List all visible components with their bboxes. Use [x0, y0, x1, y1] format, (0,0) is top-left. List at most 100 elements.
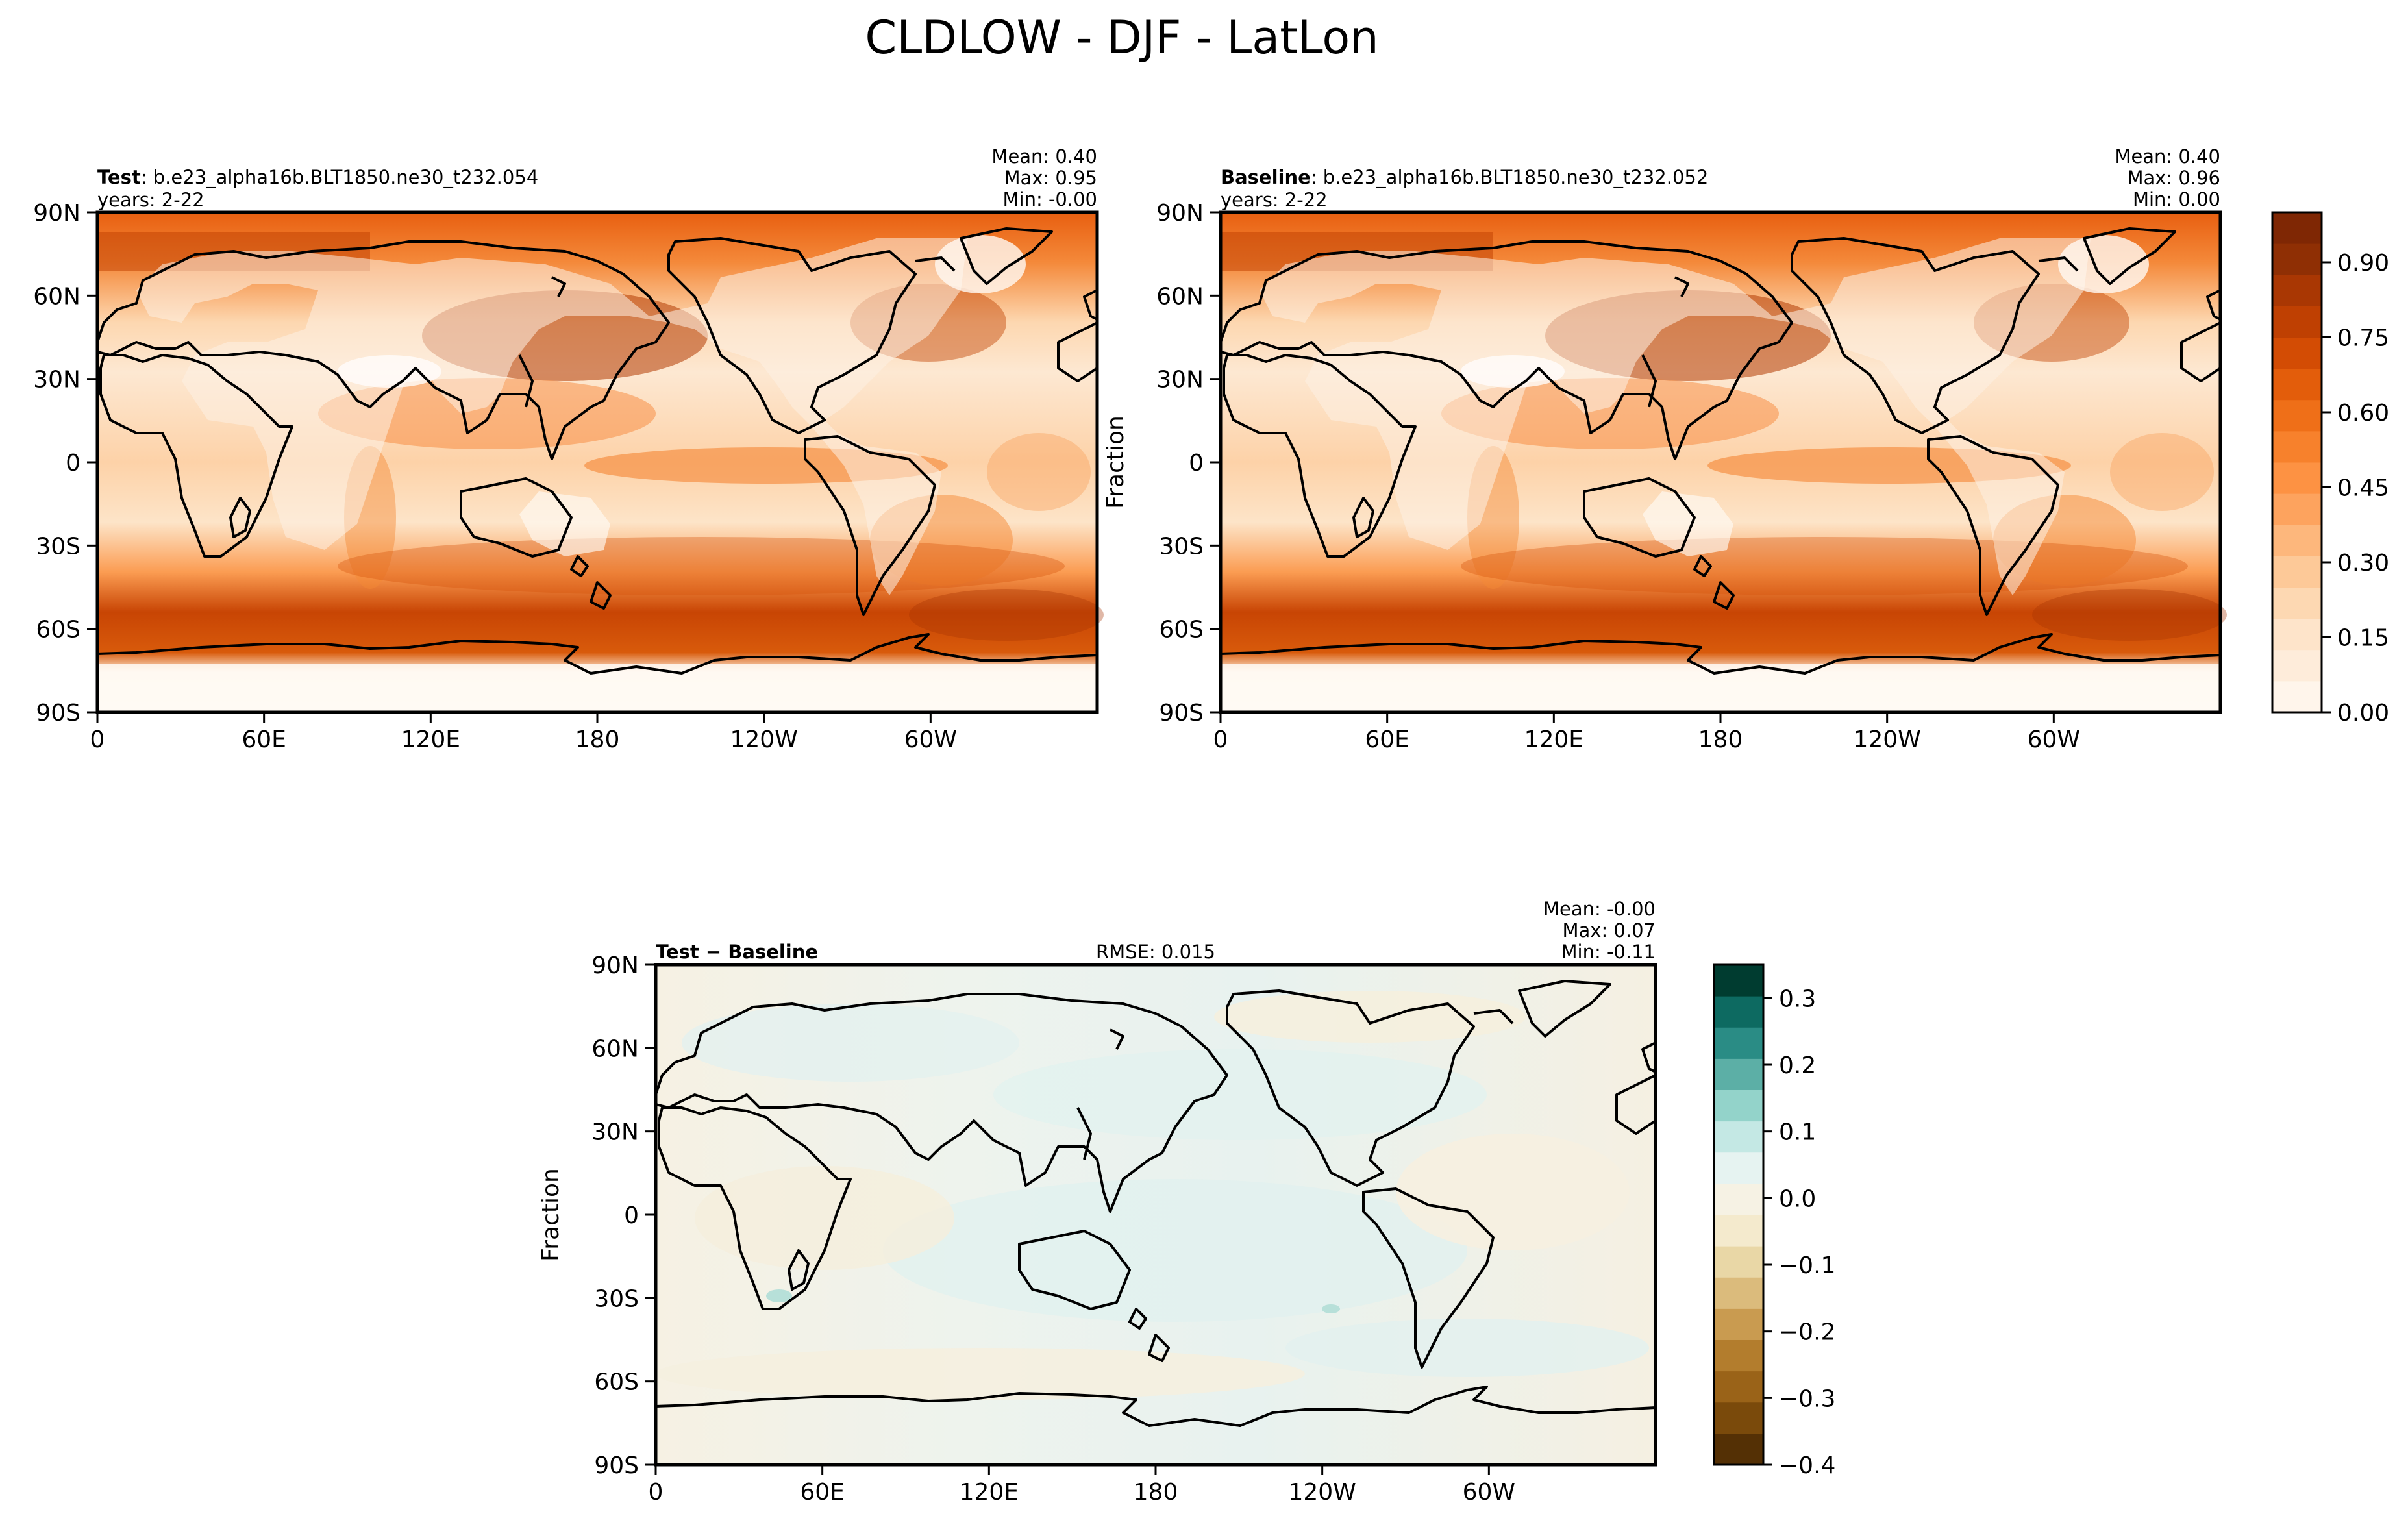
colorbar-segment	[2272, 337, 2322, 369]
colorbar-tick-label: 0.30	[2337, 550, 2389, 577]
colorbar-tick-label: 0.0	[1779, 1186, 1816, 1212]
y-tick-label: 60N	[33, 283, 81, 310]
difference-rmse: RMSE: 0.015	[1096, 941, 1215, 963]
colorbar-segment	[2272, 462, 2322, 494]
y-tick-label: 90N	[591, 952, 639, 979]
y-tick-label: 30S	[1159, 533, 1204, 560]
figure-title: CLDLOW - DJF - LatLon	[865, 11, 1378, 64]
y-tick-label: 0	[1189, 450, 1204, 477]
baseline-map-field	[1219, 211, 2228, 714]
difference-panel: Test − Baseline RMSE: 0.015 Mean: -0.00 …	[538, 898, 1657, 1506]
colorbar-segment	[2272, 306, 2322, 338]
colorbar-segment	[1714, 1121, 1763, 1153]
test-panel: Test: b.e23_alpha16b.BLT1850.ne30_t232.0…	[33, 145, 1105, 753]
x-tick-label: 0	[649, 1479, 664, 1506]
colorbar-segment	[1714, 965, 1763, 997]
test-years: years: 2-22	[97, 189, 205, 211]
colorbar-tick-label: 0.00	[2337, 700, 2389, 727]
colorbar-segment	[1714, 1089, 1763, 1122]
x-tick-label: 0	[90, 727, 105, 753]
difference-stat-mean: Mean: -0.00	[1543, 898, 1656, 920]
x-tick-label: 180	[575, 727, 620, 753]
x-tick-label: 120E	[960, 1479, 1019, 1506]
y-tick-label: 90S	[36, 700, 81, 727]
baseline-label: Baseline: b.e23_alpha16b.BLT1850.ne30_t2…	[1221, 166, 1708, 188]
colorbar-segment	[1714, 1058, 1763, 1090]
colorbar-segment	[1714, 996, 1763, 1028]
test-label: Test: b.e23_alpha16b.BLT1850.ne30_t232.0…	[97, 166, 538, 188]
test-map-field	[96, 211, 1105, 714]
colorbar-tick-label: 0.1	[1779, 1119, 1816, 1146]
colorbar-segment	[1714, 1152, 1763, 1184]
x-tick-label: 60W	[1463, 1479, 1515, 1506]
baseline-ylabel: Fraction	[1102, 416, 1129, 509]
baseline-panel: Baseline: b.e23_alpha16b.BLT1850.ne30_t2…	[1102, 145, 2228, 753]
x-tick-label: 60E	[800, 1479, 845, 1506]
colorbar-segment	[1714, 1402, 1763, 1434]
y-tick-label: 60S	[36, 617, 81, 643]
colorbar-segment	[2272, 680, 2322, 713]
baseline-stat-mean: Mean: 0.40	[2115, 145, 2220, 168]
colorbar-segment	[1714, 1246, 1763, 1278]
y-tick-label: 0	[66, 450, 81, 477]
colorbar-tick-label: 0.60	[2337, 400, 2389, 427]
colorbar-tick-label: 0.2	[1779, 1052, 1816, 1079]
test-stat-min: Min: -0.00	[1003, 188, 1097, 210]
colorbar-tick-label: 0.15	[2337, 625, 2389, 652]
y-tick-label: 30N	[591, 1119, 639, 1146]
test-stat-max: Max: 0.95	[1004, 167, 1097, 189]
colorbar-tick-label: −0.1	[1779, 1252, 1835, 1279]
difference-stat-max: Max: 0.07	[1562, 919, 1656, 941]
colorbar-segment	[2272, 275, 2322, 306]
y-tick-label: 90S	[1159, 700, 1204, 727]
y-tick-label: 60S	[1159, 617, 1204, 643]
colorbar-segment	[2272, 399, 2322, 432]
x-tick-label: 120W	[1854, 727, 1921, 753]
colorbar-segment	[2272, 243, 2322, 275]
colorbar-segment	[2272, 368, 2322, 401]
difference-y-axis: 90N 60N 30N 0 30S 60S 90S	[591, 952, 656, 1479]
colorbar-fraction: 0.00 0.15 0.30 0.45 0.60 0.75 0.90	[2271, 211, 2389, 727]
colorbar-segment	[2272, 618, 2322, 651]
colorbar-segment	[1714, 1433, 1763, 1465]
x-tick-label: 60W	[904, 727, 957, 753]
colorbar-tick-label: 0.3	[1779, 986, 1816, 1012]
colorbar-frame	[2271, 211, 2323, 714]
baseline-years: years: 2-22	[1221, 189, 1328, 211]
y-tick-label: 90N	[33, 200, 81, 227]
colorbar-tick-label: −0.3	[1779, 1386, 1835, 1412]
difference-map-field	[654, 963, 1657, 1466]
x-tick-label: 120E	[401, 727, 460, 753]
colorbar-segment	[1714, 1339, 1763, 1372]
y-tick-label: 90N	[1156, 200, 1204, 227]
colorbar-tick-label: −0.2	[1779, 1319, 1835, 1346]
baseline-stat-min: Min: 0.00	[2133, 188, 2220, 210]
y-tick-label: 30S	[36, 533, 81, 560]
y-tick-label: 30S	[594, 1286, 639, 1312]
colorbar-segment	[2272, 493, 2322, 525]
test-x-axis: 0 60E 120E 180 120W 60W	[90, 712, 957, 753]
y-tick-label: 30N	[1156, 367, 1204, 393]
baseline-stat-max: Max: 0.96	[2127, 167, 2220, 189]
colorbar-segment	[2272, 525, 2322, 556]
x-tick-label: 0	[1213, 727, 1228, 753]
y-tick-label: 60S	[594, 1369, 639, 1396]
colorbar-tick-label: −0.4	[1779, 1452, 1835, 1479]
colorbar-segment	[2272, 430, 2322, 463]
difference-stat-min: Min: -0.11	[1561, 941, 1656, 963]
x-tick-label: 60W	[2028, 727, 2080, 753]
colorbar-tick-label: 0.90	[2337, 250, 2389, 277]
colorbar-segment	[1714, 1308, 1763, 1340]
colorbar-tick-label: 0.75	[2337, 325, 2389, 352]
colorbar-segment	[2272, 556, 2322, 588]
difference-x-axis: 0 60E 120E 180 120W 60W	[649, 1465, 1515, 1506]
test-y-axis: 90N 60N 30N 0 30S 60S 90S	[33, 200, 97, 727]
y-tick-label: 0	[624, 1202, 639, 1229]
colorbar-segment	[1714, 1371, 1763, 1403]
colorbar-segment	[1714, 1183, 1763, 1215]
difference-label: Test − Baseline	[656, 941, 818, 963]
x-tick-label: 180	[1698, 727, 1743, 753]
colorbar-segment	[1714, 1027, 1763, 1059]
colorbar-tick-label: 0.45	[2337, 475, 2389, 502]
